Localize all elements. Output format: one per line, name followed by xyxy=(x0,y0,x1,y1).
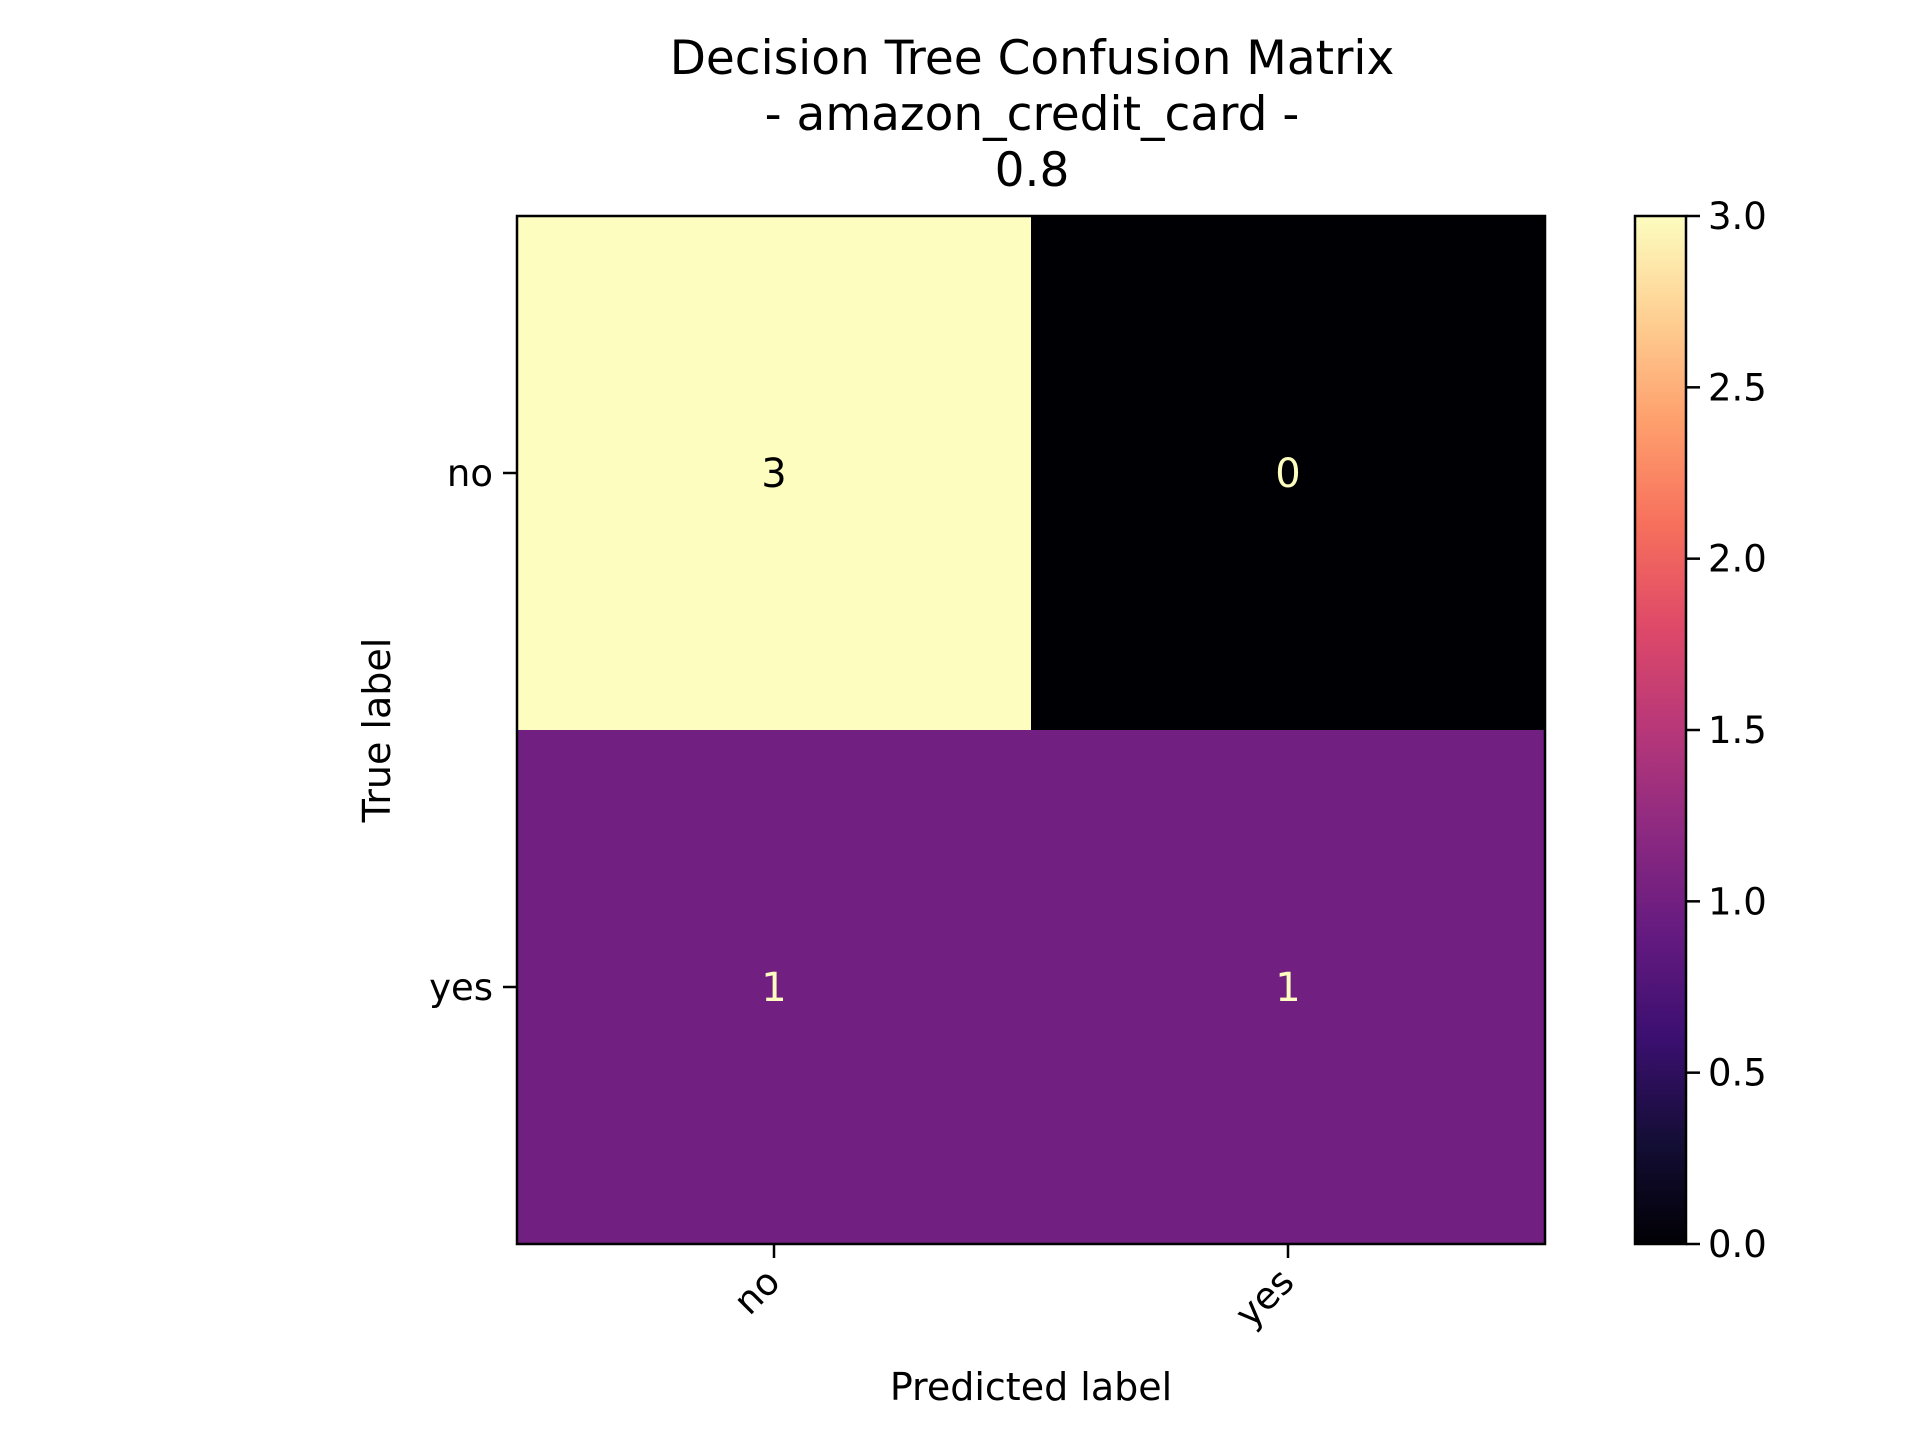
matrix-cell-no-yes xyxy=(1031,216,1546,731)
x-tick-label-yes: yes xyxy=(1227,1260,1303,1336)
y-axis-label: True label xyxy=(355,638,399,824)
cell-label-no-yes: 0 xyxy=(1275,451,1300,497)
cell-label-yes-yes: 1 xyxy=(1275,965,1300,1011)
y-tick-label-no: no xyxy=(447,452,493,495)
matrix-cells xyxy=(517,216,1546,1245)
plot-frame xyxy=(515,214,1547,1246)
matrix-cell-yes-no xyxy=(517,730,1032,1245)
colorbar-tick-label: 0.5 xyxy=(1708,1052,1767,1095)
y-axis-ticks: no yes xyxy=(429,452,517,1009)
colorbar-ticks: 0.0 0.5 1.0 1.5 2.0 2.5 3.0 xyxy=(1686,195,1767,1266)
chart-title-line-1: Decision Tree Confusion Matrix xyxy=(670,31,1395,86)
cell-labels: 3 0 1 1 xyxy=(761,451,1300,1011)
colorbar-tick-label: 1.5 xyxy=(1708,709,1767,752)
y-tick-label-yes: yes xyxy=(429,966,493,1009)
chart-title: Decision Tree Confusion Matrix - amazon_… xyxy=(670,31,1395,198)
cell-label-no-no: 3 xyxy=(761,451,786,497)
x-tick-label-no: no xyxy=(725,1260,788,1323)
matrix-cell-yes-yes xyxy=(1031,730,1546,1245)
x-axis-ticks: no yes xyxy=(725,1244,1302,1336)
colorbar-tick-label: 2.5 xyxy=(1708,366,1767,409)
colorbar-tick-label: 2.0 xyxy=(1708,538,1767,581)
cell-label-yes-no: 1 xyxy=(761,965,786,1011)
chart-title-line-3: 0.8 xyxy=(995,143,1070,198)
chart-title-line-2: - amazon_credit_card - xyxy=(765,87,1300,142)
matrix-cell-no-no xyxy=(517,216,1032,731)
colorbar-tick-label: 1.0 xyxy=(1708,880,1767,923)
x-axis-label: Predicted label xyxy=(890,1365,1172,1409)
colorbar-tick-label: 0.0 xyxy=(1708,1223,1767,1266)
colorbar-tick-label: 3.0 xyxy=(1708,195,1767,238)
colorbar: 0.0 0.5 1.0 1.5 2.0 2.5 3.0 xyxy=(1633,195,1767,1266)
colorbar-gradient xyxy=(1635,216,1686,1244)
